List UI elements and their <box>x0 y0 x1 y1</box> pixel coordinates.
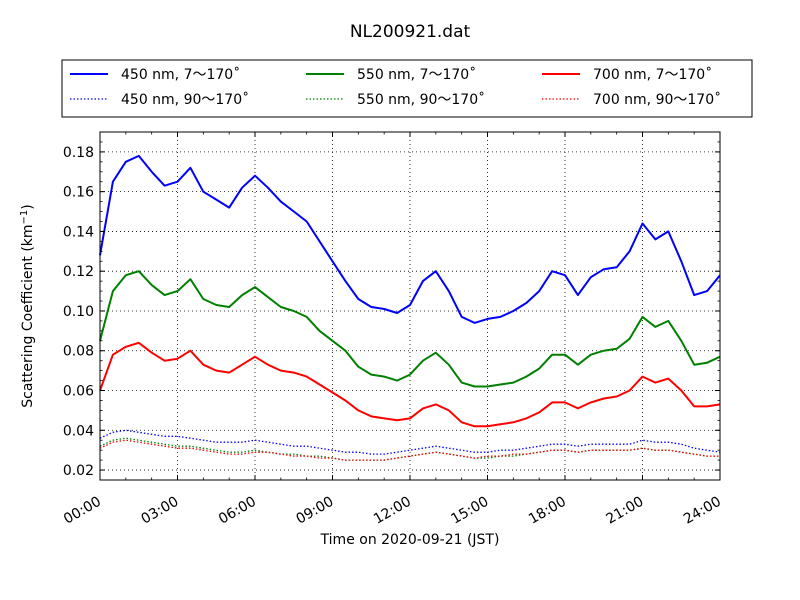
legend-box <box>61 59 753 118</box>
y-tick-label: 0.04 <box>63 423 94 439</box>
y-tick-label: 0.12 <box>63 264 94 280</box>
legend-label-0: 450 nm, 7～170˚ <box>121 66 240 83</box>
series-line-4 <box>99 341 721 428</box>
legend-label-5: 700 nm, 90～170˚ <box>593 91 721 108</box>
legend-label-3: 550 nm, 90～170˚ <box>357 91 485 108</box>
y-axis-label: Scattering Coefficient (km−1) <box>19 204 37 408</box>
y-tick-label: 0.10 <box>63 304 94 320</box>
x-axis-label: Time on 2020-09-21 (JST) <box>320 532 500 548</box>
y-tick-label: 0.16 <box>63 185 94 201</box>
legend-label-4: 700 nm, 7～170˚ <box>593 66 712 83</box>
y-tick-label: 0.06 <box>63 384 94 400</box>
y-tick-label: 0.08 <box>63 344 94 360</box>
series-line-0 <box>99 154 721 324</box>
y-axis-label-close: ) <box>20 204 36 209</box>
series-line-5 <box>99 439 720 461</box>
series-line-1 <box>99 429 721 455</box>
chart-title: NL200921.dat <box>350 22 471 42</box>
legend-label-1: 450 nm, 90～170˚ <box>121 91 249 108</box>
legend: 450 nm, 7～170˚ 550 nm, 7～170˚ 700 nm, 7～17… <box>61 59 753 118</box>
y-axis-label-main: Scattering Coefficient (km <box>20 224 36 407</box>
legend-items: 450 nm, 7～170˚ 550 nm, 7～170˚ 700 nm, 7～17… <box>70 66 721 108</box>
y-tick-label: 0.02 <box>63 463 94 479</box>
y-axis-label-exponent: −1 <box>19 210 30 225</box>
series-line-2 <box>99 270 721 388</box>
y-tick-label: 0.14 <box>63 224 94 240</box>
series-layer <box>99 154 721 461</box>
legend-label-2: 550 nm, 7～170˚ <box>357 66 476 83</box>
y-tick-label: 0.18 <box>63 145 94 161</box>
grid <box>100 132 720 480</box>
